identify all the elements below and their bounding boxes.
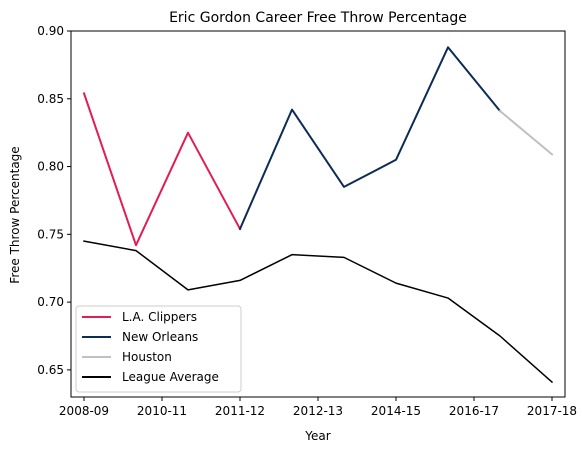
x-tick-label: 2017-18 (527, 404, 577, 418)
legend-label-2: Houston (122, 350, 172, 364)
series-line-1 (238, 46, 502, 231)
legend: L.A. Clippers New Orleans Houston League Av… (75, 305, 242, 393)
y-tick-label: 0.80 (37, 160, 64, 174)
y-tick-label: 0.90 (37, 24, 64, 38)
x-tick-label: 2011-12 (215, 404, 265, 418)
series-line-0 (82, 92, 242, 247)
legend-label-3: League Average (122, 370, 219, 384)
plot-area (82, 46, 554, 384)
y-axis: 0.65 0.70 0.75 0.80 0.85 0.90 (37, 24, 71, 377)
legend-label-0: L.A. Clippers (122, 310, 197, 324)
y-axis-label: Free Throw Percentage (8, 146, 22, 283)
y-tick-label: 0.70 (37, 295, 64, 309)
y-tick-label: 0.65 (37, 363, 64, 377)
x-tick-label: 2016-17 (449, 404, 499, 418)
x-tick-label: 2014-15 (371, 404, 421, 418)
x-tick-label: 2012-13 (293, 404, 343, 418)
x-tick-label: 2010-11 (137, 404, 187, 418)
series-line-2 (498, 109, 554, 156)
series-line-3 (83, 240, 554, 384)
x-axis: 2008-09 2010-11 2011-12 2012-13 2014-15 2016-… (59, 397, 577, 418)
x-axis-label: Year (304, 429, 330, 443)
chart-title: Eric Gordon Career Free Throw Percentage (169, 10, 467, 26)
legend-box (75, 305, 242, 393)
y-tick-label: 0.85 (37, 92, 64, 106)
legend-label-1: New Orleans (122, 330, 198, 344)
x-tick-label: 2008-09 (59, 404, 109, 418)
y-tick-label: 0.75 (37, 227, 64, 241)
